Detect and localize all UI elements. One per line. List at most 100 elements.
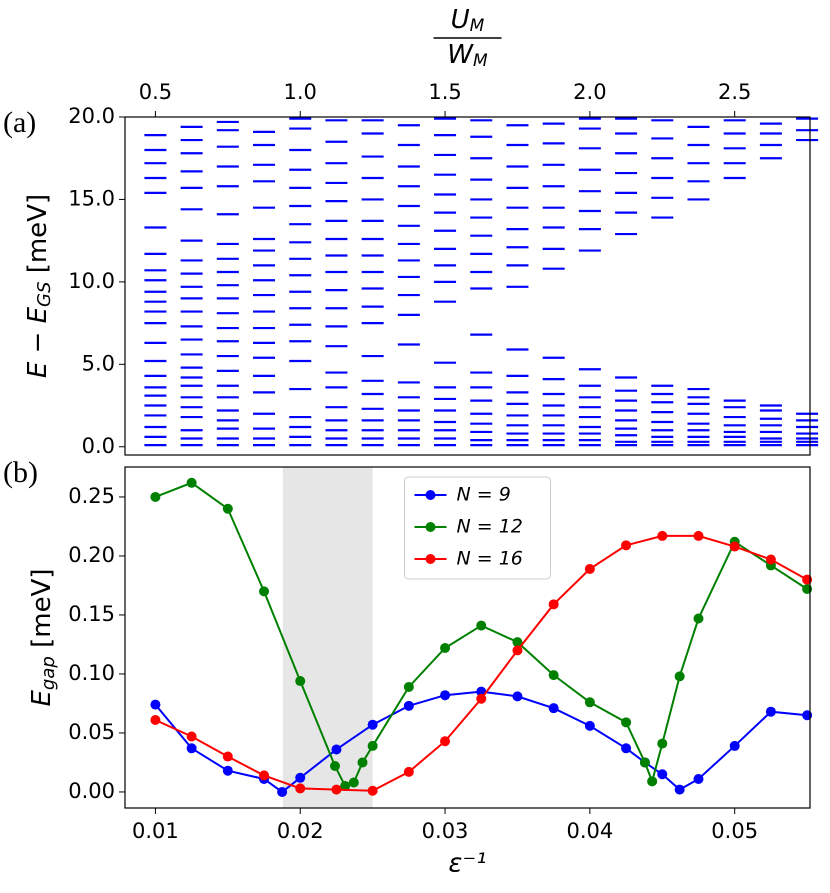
series-point (802, 710, 813, 721)
x-axis-label: ε⁻¹ (448, 849, 486, 879)
legend: N = 9 N = 12 N = 16 (404, 476, 551, 580)
legend-text: N = 16 (457, 548, 523, 570)
y-tick-label: 0.20 (68, 543, 115, 567)
shaded-region (282, 467, 373, 808)
label-sub: gap (38, 656, 59, 690)
series-point (222, 765, 233, 776)
series-point (584, 563, 595, 574)
series-point (693, 773, 704, 784)
series-point (548, 599, 559, 610)
series-point (802, 574, 813, 585)
x2-tick-label: 1.5 (428, 80, 461, 104)
series-point (367, 785, 378, 796)
y-axis-label: E − EGS [meV] (23, 194, 56, 378)
label-sub: GS (34, 282, 55, 307)
series-point (348, 777, 359, 788)
axes-frame (124, 466, 811, 809)
series-point (150, 491, 161, 502)
series-point (331, 744, 342, 755)
panel-label: (a) (3, 106, 36, 139)
series-point (331, 784, 342, 795)
y-tick-label: 5.0 (82, 351, 115, 375)
x-tick-label: 0.03 (422, 819, 469, 843)
series-point (340, 781, 351, 792)
legend-marker (425, 554, 436, 564)
label-main: W (447, 40, 474, 70)
series-point (674, 784, 685, 795)
series-point (621, 717, 632, 728)
series-point (222, 503, 233, 514)
series-point (440, 690, 451, 701)
series-point (647, 776, 658, 787)
series-point (621, 540, 632, 551)
x2-label-denominator: WM (447, 40, 488, 72)
y-tick-label: 0.15 (68, 602, 115, 626)
x2-tick-label: 2.0 (573, 80, 606, 104)
series-point (729, 740, 740, 751)
series-point (222, 751, 233, 762)
series-point (403, 700, 414, 711)
series-point (150, 699, 161, 710)
label-sub: M (473, 51, 488, 71)
series-line (154, 690, 808, 794)
series-point (674, 671, 685, 682)
series-point (657, 769, 668, 780)
panel-label: (b) (3, 456, 38, 489)
y-tick-label: 0.00 (68, 779, 115, 803)
x2-tick-label: 2.5 (718, 80, 751, 104)
series-point (476, 620, 487, 631)
series-point (367, 719, 378, 730)
series-point (186, 743, 197, 754)
y-tick-label: 0.10 (68, 661, 115, 685)
series-point (621, 743, 632, 754)
label-unit: [meV] (27, 569, 57, 657)
series-point (186, 731, 197, 742)
legend-box (404, 476, 551, 580)
series-point (765, 554, 776, 565)
label-main: E (27, 690, 57, 707)
series-point (693, 530, 704, 541)
x-tick-label: 0.01 (132, 819, 179, 843)
series-point (548, 703, 559, 714)
legend-text: N = 12 (457, 516, 523, 538)
series-point (548, 670, 559, 681)
label-sub: M (470, 16, 485, 36)
series-point (512, 691, 523, 702)
series-point (403, 766, 414, 777)
series-point (295, 676, 306, 687)
y-axis-label: Egap [meV] (27, 569, 60, 707)
y-tick-label: 0.05 (68, 720, 115, 744)
series-point (367, 740, 378, 751)
series-point (512, 637, 523, 648)
y-tick-label: 15.0 (68, 186, 115, 210)
x-tick-label: 0.05 (711, 819, 758, 843)
legend-marker (425, 490, 436, 500)
series-point (329, 760, 340, 771)
x2-label-numerator: UM (451, 5, 485, 37)
legend-text: N = 9 (457, 484, 511, 506)
series-point (357, 757, 368, 768)
series-point (186, 477, 197, 488)
x2-tick-label: 1.0 (284, 80, 317, 104)
label-main: U (451, 5, 470, 35)
series-point (277, 786, 288, 797)
y-tick-label: 0.0 (82, 434, 115, 458)
series-point (259, 586, 270, 597)
label-main: E − E (23, 306, 53, 378)
series-point (729, 541, 740, 552)
x-tick-label: 0.04 (566, 819, 613, 843)
series-point (295, 772, 306, 783)
series-point (403, 681, 414, 692)
series-point (259, 770, 270, 781)
series-point (693, 613, 704, 624)
series-point (440, 736, 451, 747)
label-unit: [meV] (23, 194, 53, 282)
series-point (512, 645, 523, 656)
axes-frame (124, 116, 811, 456)
series-point (802, 584, 813, 595)
series-point (765, 706, 776, 717)
series-point (584, 697, 595, 708)
series-point (639, 757, 650, 768)
series-point (150, 714, 161, 725)
